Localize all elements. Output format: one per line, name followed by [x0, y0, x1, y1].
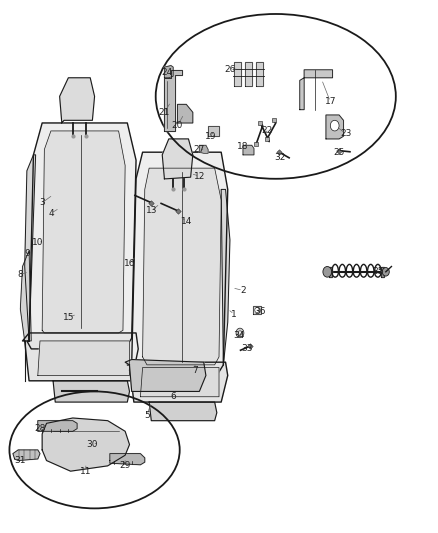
Circle shape: [236, 328, 244, 338]
Text: 35: 35: [373, 268, 384, 276]
Text: 18: 18: [237, 142, 249, 151]
Text: 2: 2: [240, 286, 246, 295]
Text: 30: 30: [87, 440, 98, 449]
Text: 21: 21: [159, 108, 170, 117]
Circle shape: [330, 120, 339, 131]
Circle shape: [323, 266, 332, 277]
Text: 32: 32: [275, 153, 286, 162]
Text: 17: 17: [325, 97, 336, 106]
Text: 34: 34: [233, 331, 244, 340]
Text: 26: 26: [224, 66, 236, 74]
Text: 9: 9: [24, 249, 30, 258]
Text: 36: 36: [255, 307, 266, 316]
Circle shape: [255, 308, 259, 313]
Text: 13: 13: [145, 206, 157, 215]
Polygon shape: [110, 454, 145, 465]
Text: 4: 4: [48, 209, 54, 218]
Polygon shape: [20, 251, 31, 341]
Text: 14: 14: [180, 217, 192, 226]
Polygon shape: [27, 123, 136, 349]
Text: 20: 20: [172, 121, 183, 130]
Text: 12: 12: [194, 172, 205, 181]
Text: 23: 23: [340, 129, 351, 138]
Text: 27: 27: [194, 145, 205, 154]
Text: 31: 31: [14, 456, 26, 465]
Polygon shape: [42, 418, 130, 471]
Polygon shape: [245, 62, 252, 86]
Polygon shape: [162, 139, 193, 179]
Text: 25: 25: [333, 148, 345, 157]
Text: 7: 7: [192, 366, 198, 375]
Polygon shape: [13, 450, 40, 461]
Circle shape: [238, 331, 242, 335]
Polygon shape: [125, 360, 206, 391]
Text: 8: 8: [18, 270, 23, 279]
Text: 19: 19: [205, 132, 216, 141]
Polygon shape: [22, 333, 138, 381]
Polygon shape: [326, 115, 343, 139]
Text: 5: 5: [144, 411, 150, 420]
Polygon shape: [234, 62, 241, 86]
Text: 11: 11: [80, 467, 92, 475]
Polygon shape: [177, 104, 193, 123]
Text: 3: 3: [39, 198, 45, 207]
Text: 28: 28: [34, 424, 46, 433]
Polygon shape: [38, 421, 77, 431]
Polygon shape: [130, 152, 228, 378]
Polygon shape: [300, 70, 332, 110]
Polygon shape: [221, 189, 230, 365]
Text: 6: 6: [170, 392, 176, 401]
Polygon shape: [243, 146, 254, 155]
Circle shape: [382, 268, 389, 276]
Polygon shape: [256, 62, 263, 86]
Polygon shape: [42, 131, 125, 333]
Text: 15: 15: [63, 312, 74, 321]
Polygon shape: [60, 78, 95, 123]
Polygon shape: [127, 362, 228, 402]
Polygon shape: [143, 168, 221, 365]
Text: 16: 16: [124, 260, 135, 268]
Polygon shape: [141, 368, 219, 397]
Polygon shape: [329, 267, 332, 277]
Polygon shape: [25, 155, 35, 341]
Polygon shape: [199, 146, 208, 154]
Text: 1: 1: [231, 310, 237, 319]
Text: 24: 24: [161, 68, 172, 77]
Text: 33: 33: [242, 344, 253, 353]
Polygon shape: [164, 66, 173, 78]
Text: 10: 10: [32, 238, 43, 247]
Polygon shape: [208, 126, 219, 136]
Polygon shape: [253, 306, 261, 314]
Text: 22: 22: [261, 126, 272, 135]
Text: 29: 29: [120, 462, 131, 470]
Polygon shape: [38, 341, 130, 375]
Polygon shape: [164, 70, 182, 131]
Polygon shape: [149, 402, 217, 421]
Polygon shape: [381, 267, 384, 277]
Polygon shape: [53, 381, 130, 402]
